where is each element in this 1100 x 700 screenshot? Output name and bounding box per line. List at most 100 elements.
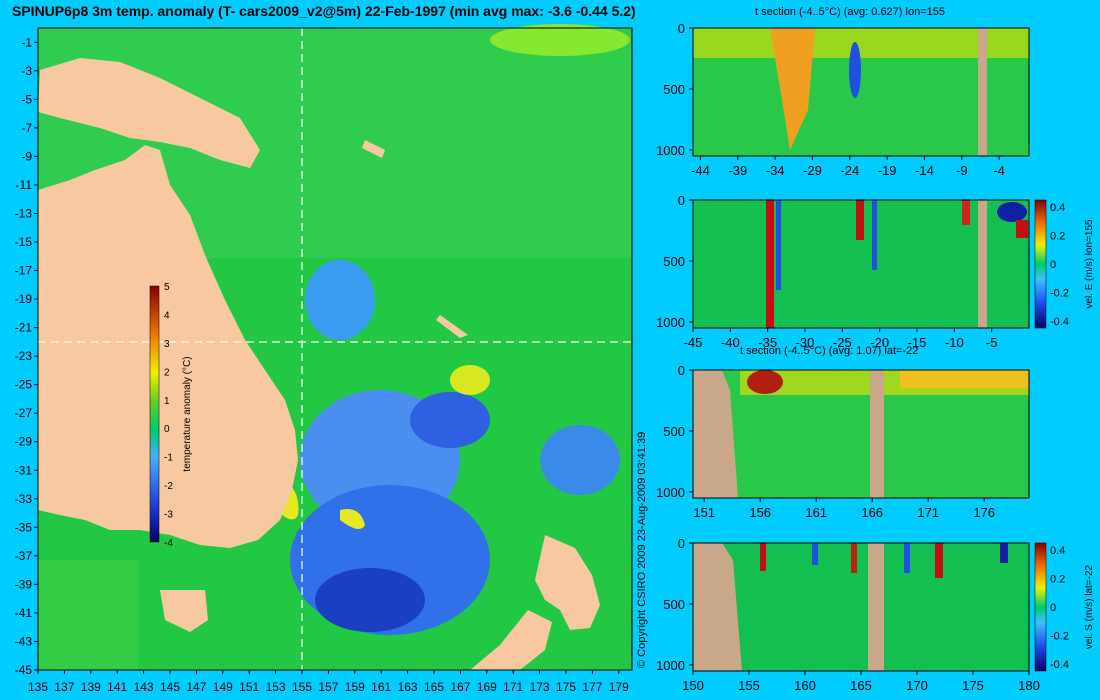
map-y-tick-label: -11 — [16, 178, 33, 192]
vel-s-jet-2 — [812, 543, 818, 565]
new-caledonia-landmass — [436, 315, 468, 338]
map-y-tick-label: -23 — [15, 349, 33, 363]
vel_e_section-colorbar-tick-label: -0.4 — [1050, 316, 1069, 328]
t_section_lat-x-tick-label: 176 — [973, 505, 995, 520]
t-section-lon-cool-core — [849, 42, 861, 98]
vel_e_section-y-tick-label: 1000 — [656, 315, 685, 330]
map-colorbar-tick-label: 0 — [164, 424, 170, 435]
vel-s-jet-5 — [935, 543, 943, 578]
vel-e-jet-7 — [1016, 220, 1028, 238]
map-x-tick-label: 171 — [503, 680, 523, 694]
map-colorbar-tick-label: -4 — [164, 538, 173, 549]
map-colorbar-label: temperature anomaly (°C) — [182, 356, 193, 471]
map-y-tick-label: -15 — [15, 235, 33, 249]
vel-s-field — [693, 543, 1029, 671]
t_section_lat-x-tick-label: 156 — [749, 505, 771, 520]
map-x-tick-label: 143 — [134, 680, 154, 694]
vel_e_section-colorbar-tick-label: 0.2 — [1050, 231, 1065, 243]
main-title: SPINUP6p8 3m temp. anomaly (T- cars2009_… — [12, 3, 636, 19]
map-y-tick-label: -27 — [15, 406, 33, 420]
t_section_lon-x-tick-label: -34 — [766, 163, 785, 178]
new-zealand-south-landmass — [470, 610, 552, 670]
warm-filament-2 — [340, 509, 365, 529]
t-section-lon-mixed-layer — [693, 28, 1029, 58]
map-x-tick-label: 139 — [81, 680, 101, 694]
t-section-lon-frame — [692, 27, 1030, 157]
vel_e_section-colorbar-tick-label: 0 — [1050, 259, 1056, 271]
vel-s-colorbar-label: vel. S (m/s) lat=-22 — [1084, 564, 1095, 649]
ocean-sw — [38, 560, 138, 670]
t_section_lat-x-tick-label: 151 — [693, 505, 715, 520]
vel_s_section-y-tick-label: 0 — [678, 536, 685, 551]
vel-e-land — [978, 200, 987, 328]
vel-s-panel: vel. S (m/s) lat=-22 — [692, 542, 1095, 672]
vel-e-jet-5 — [962, 200, 970, 225]
map-y-tick-label: -9 — [21, 149, 32, 163]
warm-eddy — [450, 365, 490, 395]
t-section-lat-warm-core — [747, 370, 783, 394]
map-colorbar-tick-label: -3 — [164, 510, 173, 521]
t_section_lat-y-tick-label: 0 — [678, 363, 685, 378]
cool-anomaly-coral — [305, 260, 375, 340]
map-colorbar-tick-label: 5 — [164, 282, 170, 293]
t_section_lon-x-tick-label: -39 — [728, 163, 747, 178]
map-colorbar-tick-label: -2 — [164, 481, 173, 492]
vel_s_section-colorbar-tick-label: -0.4 — [1050, 659, 1069, 671]
t_section_lon-x-tick-label: -24 — [840, 163, 859, 178]
vel_e_section-x-tick-label: -5 — [986, 335, 998, 350]
map-x-tick-label: 155 — [292, 680, 312, 694]
solomon-islands-landmass — [362, 140, 385, 158]
t-section-lat-panel — [692, 369, 1030, 499]
map-x-tick-label: 147 — [186, 680, 206, 694]
vel_s_section-colorbar-tick-label: 0 — [1050, 602, 1056, 614]
map-colorbar-tick-label: 3 — [164, 339, 170, 350]
t-section-lat-land-mid — [870, 370, 884, 498]
vel-s-land-mid — [868, 543, 884, 671]
vel-s-land-west — [693, 543, 742, 671]
map-y-tick-label: -29 — [15, 435, 33, 449]
map-x-tick-label: 167 — [450, 680, 470, 694]
t_section_lon-x-tick-label: -9 — [956, 163, 968, 178]
map-y-tick-label: -37 — [15, 549, 33, 563]
t_section_lon-x-tick-label: -4 — [993, 163, 1005, 178]
vel_s_section-x-tick-label: 175 — [962, 678, 984, 693]
vel-e-jet-2 — [776, 200, 781, 290]
vel_e_section-y-tick-label: 0 — [678, 193, 685, 208]
t_section_lon-x-tick-label: -19 — [878, 163, 897, 178]
vel_s_section-x-tick-label: 150 — [682, 678, 704, 693]
vel_e_section-colorbar-tick-label: 0.4 — [1050, 202, 1065, 214]
t_section_lon-y-tick-label: 1000 — [656, 143, 685, 158]
map-y-tick-label: -17 — [15, 264, 33, 278]
t_section_lon-x-tick-label: -44 — [691, 163, 710, 178]
warm-anomaly-ne — [490, 24, 630, 56]
vel_s_section-x-tick-label: 160 — [794, 678, 816, 693]
map-x-tick-label: 153 — [266, 680, 286, 694]
vel_s_section-colorbar-tick-label: 0.2 — [1050, 574, 1065, 586]
map-y-tick-label: -19 — [15, 292, 33, 306]
t_section_lon-x-tick-label: -29 — [803, 163, 822, 178]
map-y-tick-label: -45 — [15, 663, 33, 677]
vel_s_section-x-tick-label: 165 — [850, 678, 872, 693]
map-x-tick-label: 177 — [582, 680, 602, 694]
map-x-tick-label: 135 — [28, 680, 48, 694]
vel_s_section-y-tick-label: 500 — [663, 597, 685, 612]
map-colorbar-tick-label: 1 — [164, 396, 170, 407]
vel-e-jet-4 — [872, 200, 877, 270]
vel-s-jet-4 — [904, 543, 910, 573]
map-y-tick-label: -31 — [15, 463, 33, 477]
t-section-lon-warm-core — [770, 28, 815, 150]
vel_e_section-x-tick-label: -15 — [908, 335, 927, 350]
t_section_lat-y-tick-label: 500 — [663, 424, 685, 439]
map-x-tick-label: 151 — [239, 680, 259, 694]
vel_s_section-y-tick-label: 1000 — [656, 658, 685, 673]
cool-eddy-east — [410, 392, 490, 448]
t-section-lon-land — [978, 28, 987, 156]
vel-e-jet-3 — [856, 200, 864, 240]
vel-e-panel: vel. E (m/s) lon=155 — [692, 199, 1095, 329]
map-x-tick-label: 179 — [609, 680, 629, 694]
vel-e-jet-6 — [997, 202, 1027, 222]
australia-landmass — [38, 145, 298, 548]
map-colorbar — [149, 285, 160, 543]
map-y-tick-label: -35 — [15, 520, 33, 534]
vel-e-colorbar-label: vel. E (m/s) lon=155 — [1084, 219, 1095, 309]
